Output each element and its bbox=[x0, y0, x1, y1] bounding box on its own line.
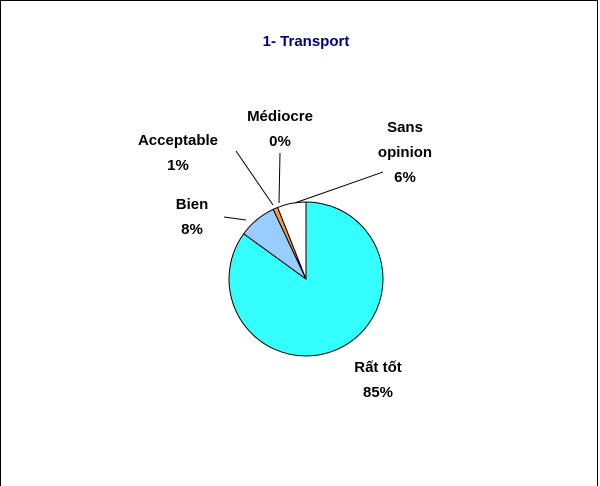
category-label: Rất tốt bbox=[354, 359, 402, 376]
value-label: 8% bbox=[181, 221, 203, 238]
leader-line bbox=[223, 216, 247, 221]
data-label: Sans opinion 6% bbox=[370, 115, 440, 190]
category-label: Acceptable bbox=[137, 132, 219, 149]
leader-line bbox=[288, 171, 384, 206]
value-label: 1% bbox=[167, 157, 189, 174]
data-label: Rất tốt 85% bbox=[338, 355, 418, 405]
chart-title: 1- Transport bbox=[263, 33, 350, 50]
value-label: 85% bbox=[362, 384, 394, 401]
leader-line bbox=[278, 152, 281, 204]
leader-line bbox=[235, 150, 274, 206]
data-label: Médiocre 0% bbox=[238, 104, 322, 154]
data-label: Acceptable 1% bbox=[128, 128, 228, 178]
category-label: Bien bbox=[175, 196, 209, 213]
data-label: Bien 8% bbox=[162, 192, 222, 242]
pie-slice bbox=[277, 201, 307, 280]
value-label: 6% bbox=[394, 169, 416, 186]
category-label: Médiocre bbox=[247, 108, 313, 125]
value-label: 0% bbox=[269, 133, 291, 150]
leader-lines bbox=[223, 150, 384, 221]
category-label: Sans opinion bbox=[377, 119, 433, 161]
